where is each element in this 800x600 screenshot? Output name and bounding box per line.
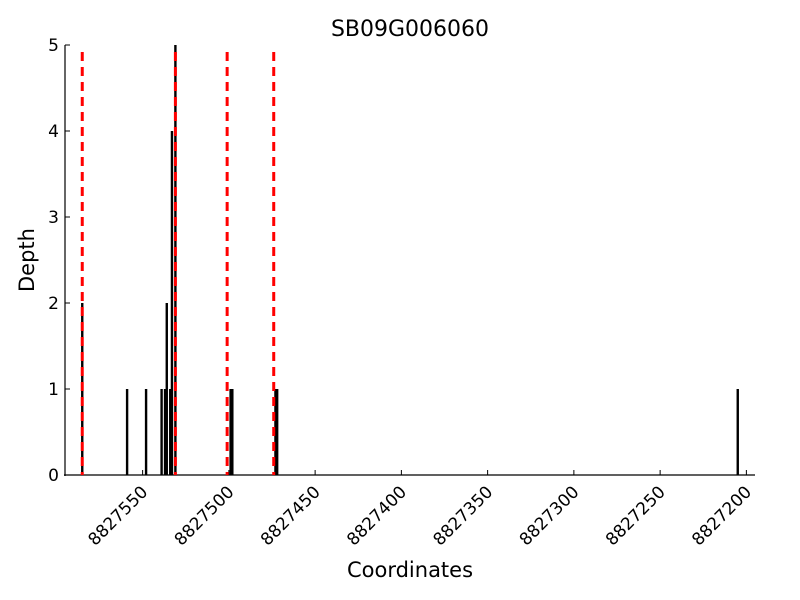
x-tick-label: 8827250 <box>602 482 670 550</box>
bar <box>160 389 163 475</box>
bar <box>274 389 277 475</box>
bar <box>229 389 232 475</box>
y-tick-label: 2 <box>48 294 59 314</box>
bar <box>231 389 234 475</box>
bar <box>165 303 168 475</box>
y-tick-label: 0 <box>48 466 59 486</box>
x-tick-label: 8827550 <box>84 482 152 550</box>
x-tick-label: 8827450 <box>257 482 325 550</box>
chart-title: SB09G006060 <box>331 17 489 42</box>
x-axis-label: Coordinates <box>347 558 473 582</box>
bar <box>125 389 129 475</box>
y-tick-label: 5 <box>48 36 59 56</box>
bar <box>736 389 739 475</box>
y-tick-label: 3 <box>48 208 59 228</box>
y-axis-label: Depth <box>15 228 39 292</box>
x-tick-label: 8827500 <box>171 482 239 550</box>
x-tick-label: 8827350 <box>429 482 497 550</box>
x-tick-label: 8827400 <box>343 482 411 550</box>
bar <box>174 45 177 475</box>
x-tick-label: 8827200 <box>688 482 756 550</box>
bar <box>163 389 167 475</box>
y-tick-label: 1 <box>48 380 59 400</box>
y-tick-label: 4 <box>48 122 59 142</box>
bar <box>169 389 172 475</box>
bar <box>275 389 279 475</box>
bar <box>170 131 174 475</box>
bar <box>144 389 148 475</box>
x-tick-label: 8827300 <box>516 482 584 550</box>
